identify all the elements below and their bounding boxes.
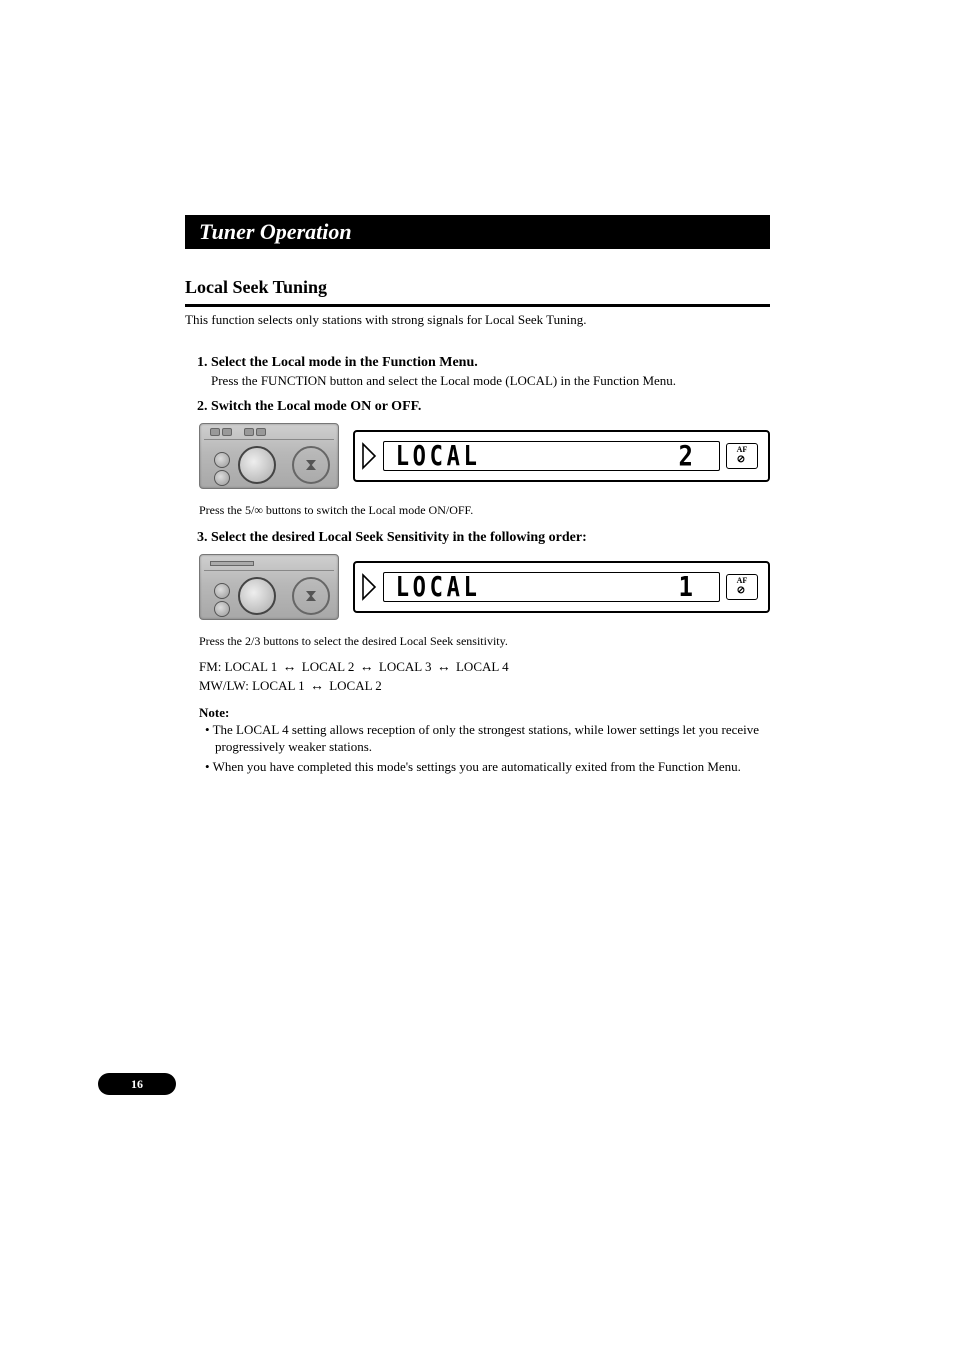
section-title-bar: Tuner Operation [185,215,770,249]
page-number: 16 [131,1077,143,1091]
lcd-screen: LOCAL 1 [383,572,720,602]
step-3: 3. Select the desired Local Seek Sensiti… [197,528,770,546]
lcd-display-illustration: LOCAL 1 AF⊘ [353,561,770,613]
radio-panel-illustration [199,554,339,620]
af-indicator: AF⊘ [726,443,758,469]
step-heading: 1. Select the Local mode in the Function… [197,355,478,370]
page-number-pill: 16 [98,1073,176,1095]
page-content: Tuner Operation Local Seek Tuning This f… [185,215,770,777]
lcd-display-illustration: LOCAL 2 AF⊘ [353,430,770,482]
fm-sequence: FM: LOCAL 1 ↔ LOCAL 2 ↔ LOCAL 3 ↔ LOCAL … [199,659,770,676]
step-desc: Press the FUNCTION button and select the… [211,373,770,389]
sensitivity-sequence: FM: LOCAL 1 ↔ LOCAL 2 ↔ LOCAL 3 ↔ LOCAL … [199,659,770,695]
lcd-number: 2 [679,439,693,471]
heading-rule [185,304,770,307]
step-heading: 2. Switch the Local mode ON or OFF. [197,399,421,414]
section-title: Tuner Operation [199,219,352,244]
step-2-hint: Press the 5/∞ buttons to switch the Loca… [199,503,770,518]
note-list: The LOCAL 4 setting allows reception of … [205,721,770,776]
note-item: The LOCAL 4 setting allows reception of … [205,721,770,756]
double-arrow-icon: ↔ [435,660,453,676]
diagram-row-2: LOCAL 1 AF⊘ [199,554,770,620]
subsection-heading: Local Seek Tuning [185,277,770,298]
subsection-desc: This function selects only stations with… [185,311,770,329]
lcd-text: LOCAL [396,439,481,471]
step-3-hint: Press the 2/3 buttons to select the desi… [199,634,770,649]
note-block: Note: The LOCAL 4 setting allows recepti… [199,705,770,776]
mw-sequence: MW/LW: LOCAL 1 ↔ LOCAL 2 [199,678,770,695]
step-2: 2. Switch the Local mode ON or OFF. [197,397,770,415]
diagram-row-1: LOCAL 2 AF⊘ [199,423,770,489]
step-heading: 3. Select the desired Local Seek Sensiti… [197,530,587,545]
play-icon [361,573,377,601]
af-indicator: AF⊘ [726,574,758,600]
double-arrow-icon: ↔ [281,660,299,676]
play-icon [361,442,377,470]
double-arrow-icon: ↔ [308,679,326,695]
radio-panel-illustration [199,423,339,489]
lcd-number: 1 [679,570,693,602]
step-1: 1. Select the Local mode in the Function… [197,353,770,389]
note-item: When you have completed this mode's sett… [205,758,770,776]
lcd-text: LOCAL [396,570,481,602]
double-arrow-icon: ↔ [358,660,376,676]
lcd-screen: LOCAL 2 [383,441,720,471]
note-label: Note: [199,705,229,720]
